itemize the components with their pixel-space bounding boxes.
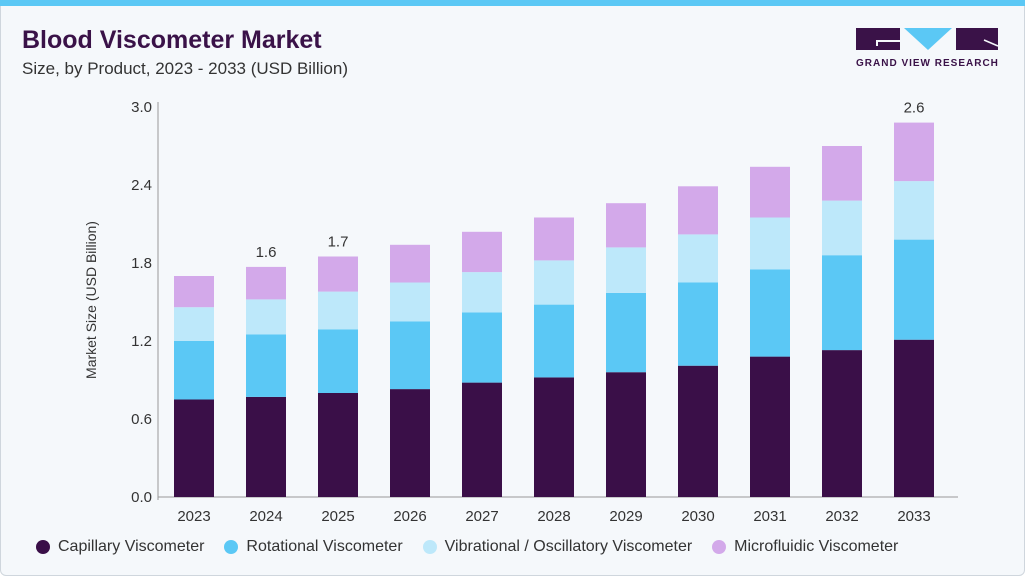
data-label: 1.7 <box>328 234 349 251</box>
bar-segment-2029 <box>606 247 646 293</box>
legend-swatch <box>422 540 437 554</box>
bar-segment-2027 <box>462 312 502 383</box>
bar-segment-2031 <box>750 269 790 357</box>
legend-item: Microfluidic Viscometer <box>712 538 898 556</box>
chart-subtitle: Size, by Product, 2023 - 2033 (USD Billi… <box>22 59 348 78</box>
legend-item: Capillary Viscometer <box>36 538 204 556</box>
bar-segment-2024 <box>246 299 286 335</box>
bar-segment-2033 <box>894 339 934 497</box>
bar-segment-2027 <box>462 231 502 273</box>
legend-swatch <box>36 540 50 554</box>
bar-segment-2025 <box>318 329 358 393</box>
x-tick-label: 2031 <box>753 508 786 525</box>
x-tick-label: 2027 <box>465 508 498 525</box>
bar-segment-2031 <box>750 166 790 218</box>
bar-segment-2025 <box>318 256 358 292</box>
bar-segment-2030 <box>678 282 718 366</box>
bar-segment-2030 <box>678 234 718 283</box>
x-tick-label: 2023 <box>177 508 210 525</box>
x-tick-label: 2024 <box>249 508 282 525</box>
x-tick-label: 2030 <box>681 508 714 525</box>
bar-segment-2030 <box>678 365 718 497</box>
bar-segment-2025 <box>318 291 358 330</box>
bar-segment-2033 <box>894 181 934 240</box>
legend-item: Vibrational / Oscillatory Viscometer <box>422 538 693 556</box>
y-tick-label: 0.0 <box>131 489 152 506</box>
x-tick-label: 2028 <box>537 508 570 525</box>
legend-label: Microfluidic Viscometer <box>734 538 899 555</box>
legend-swatch <box>224 540 239 554</box>
x-tick-label: 2032 <box>825 508 858 525</box>
data-label: 1.6 <box>256 244 277 261</box>
bar-segment-2023 <box>174 341 214 400</box>
bar-segment-2025 <box>318 393 358 497</box>
bar-segment-2027 <box>462 272 502 313</box>
bar-segment-2026 <box>390 282 430 322</box>
bar-segment-2028 <box>534 377 574 497</box>
bar-segment-2026 <box>390 389 430 497</box>
bar-segment-2029 <box>606 203 646 248</box>
grand-view-research-logo <box>856 28 998 50</box>
bar-segment-2026 <box>390 321 430 390</box>
bar-segment-2024 <box>246 266 286 300</box>
bar-segment-2023 <box>174 276 214 308</box>
y-tick-label: 2.4 <box>131 177 152 194</box>
bar-segment-2032 <box>822 200 862 256</box>
data-label: 2.6 <box>904 100 925 117</box>
y-tick-label: 1.2 <box>131 333 152 350</box>
legend-label: Capillary Viscometer <box>58 538 205 555</box>
bar-segment-2028 <box>534 217 574 261</box>
y-tick-label: 3.0 <box>131 99 152 116</box>
chart-title: Blood Viscometer Market <box>22 26 322 54</box>
y-axis-label: Market Size (USD Billion) <box>83 221 99 379</box>
bar-segment-2031 <box>750 356 790 497</box>
bar-segment-2028 <box>534 260 574 305</box>
bar-segment-2033 <box>894 122 934 182</box>
x-tick-label: 2025 <box>321 508 354 525</box>
bar-segment-2032 <box>822 146 862 201</box>
bar-segment-2030 <box>678 186 718 235</box>
bar-segment-2027 <box>462 382 502 497</box>
y-tick-label: 0.6 <box>131 411 152 428</box>
bar-segment-2026 <box>390 244 430 283</box>
x-tick-label: 2029 <box>609 508 642 525</box>
bar-segment-2023 <box>174 307 214 341</box>
bar-segment-2032 <box>822 350 862 497</box>
bar-segment-2024 <box>246 334 286 397</box>
bar-segment-2033 <box>894 239 934 340</box>
legend: Capillary Viscometer Rotational Viscomete… <box>36 538 898 556</box>
bar-segment-2028 <box>534 304 574 378</box>
bar-segment-2023 <box>174 399 214 497</box>
legend-swatch <box>712 540 727 554</box>
accent-bar <box>0 0 1025 6</box>
logo-text: GRAND VIEW RESEARCH <box>856 58 999 69</box>
y-tick-label: 1.8 <box>131 255 152 272</box>
legend-label: Vibrational / Oscillatory Viscometer <box>444 538 693 555</box>
bar-segment-2024 <box>246 396 286 497</box>
bar-segment-2032 <box>822 255 862 351</box>
legend-item: Rotational Viscometer <box>224 538 403 556</box>
bar-segment-2029 <box>606 372 646 497</box>
x-tick-label: 2033 <box>897 508 930 525</box>
bar-segment-2031 <box>750 217 790 270</box>
legend-label: Rotational Viscometer <box>246 538 403 555</box>
bar-segment-2029 <box>606 292 646 373</box>
x-tick-label: 2026 <box>393 508 426 525</box>
